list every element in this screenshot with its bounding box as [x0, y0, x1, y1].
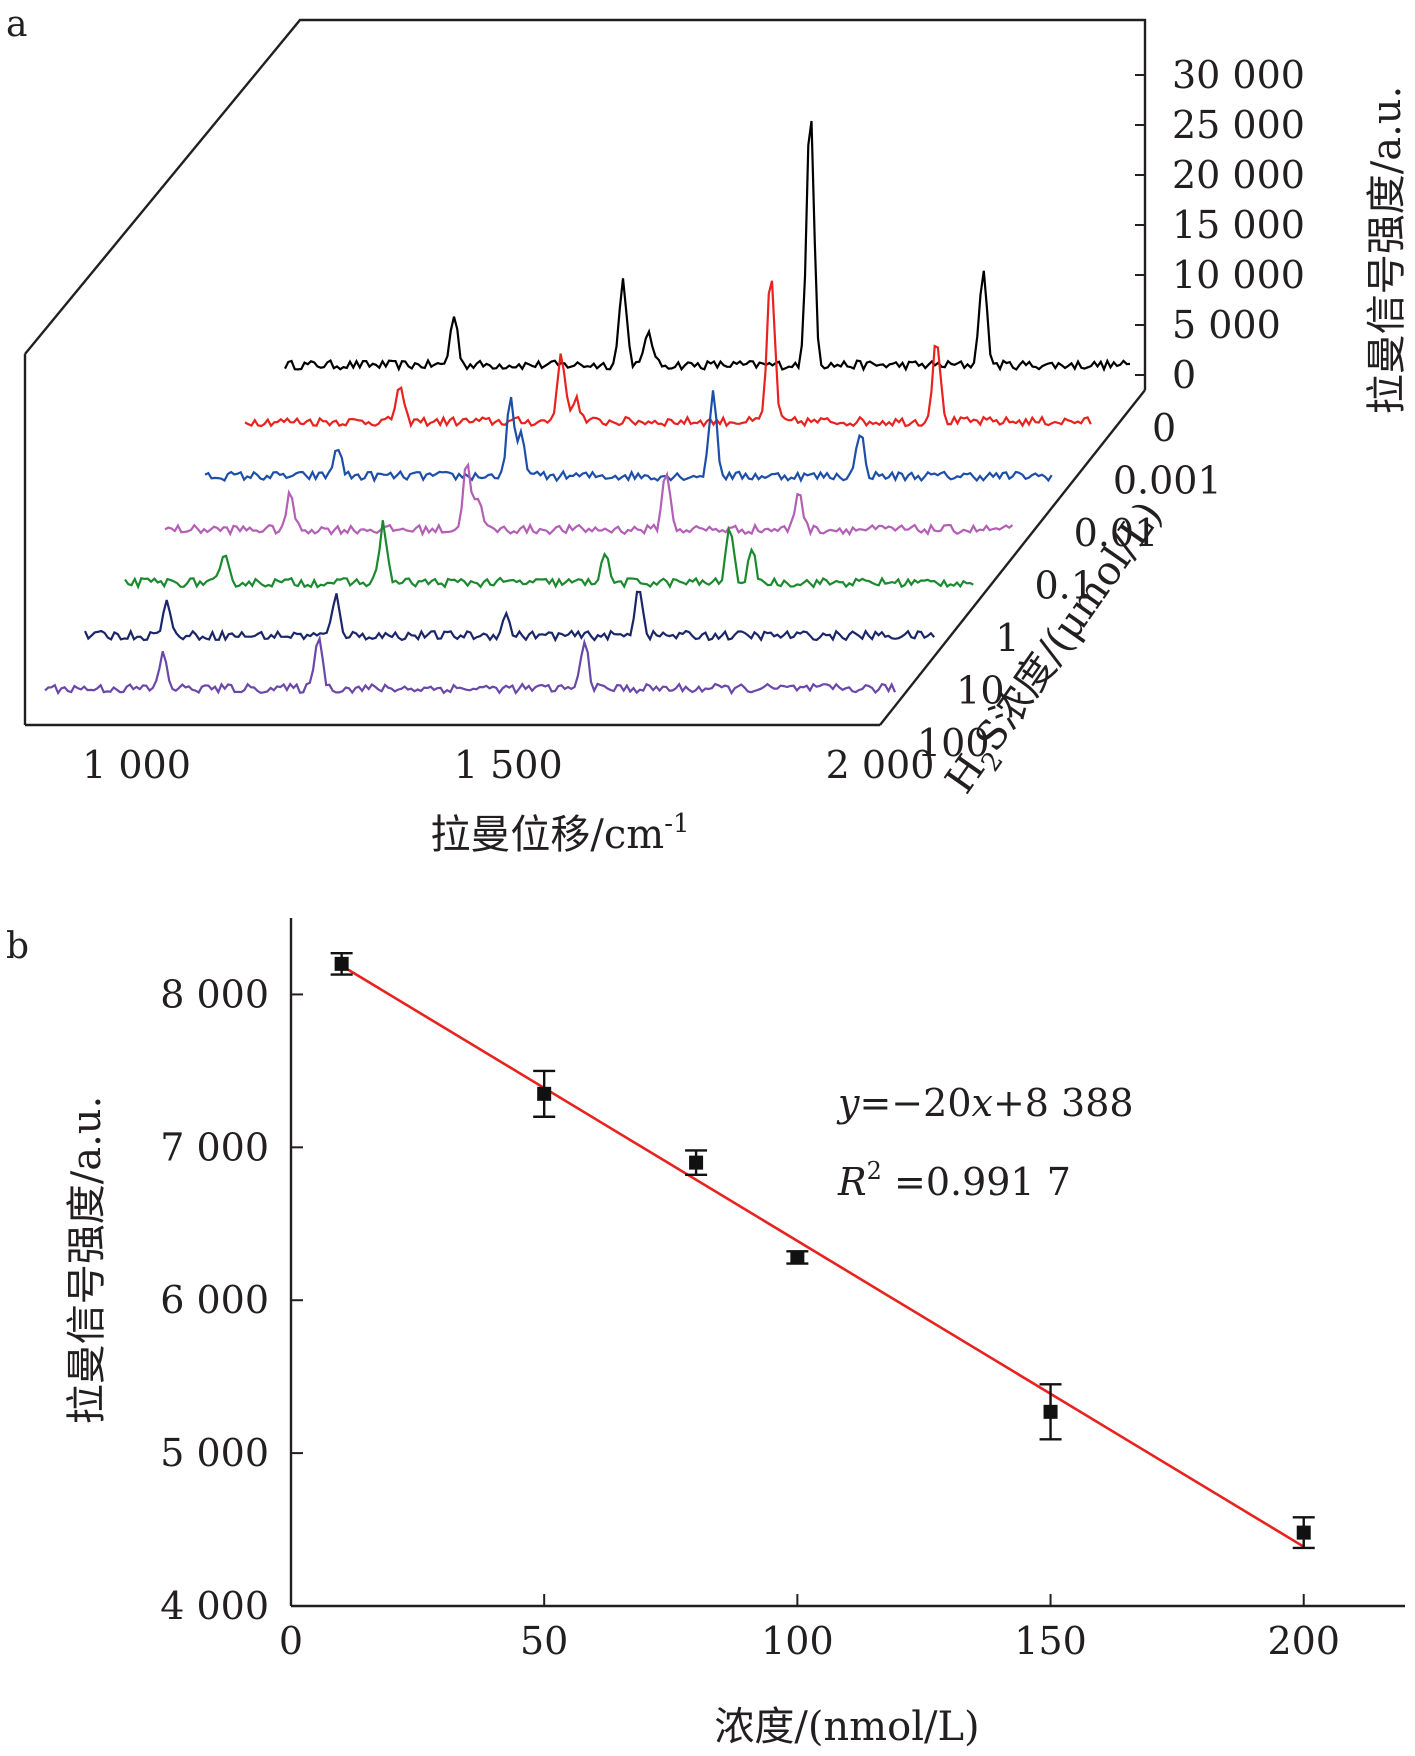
concentration-tick-label: 1 [995, 616, 1019, 660]
concentration-tick-label: 0.01 [1074, 511, 1159, 555]
b-x-tick-label: 100 [761, 1619, 834, 1663]
concentration-tick-label: 10 [956, 669, 1004, 713]
raman-tick-label: 1 500 [454, 743, 563, 787]
b-y-axis: 4 000 5 000 6 000 7 000 8 000 [160, 972, 303, 1628]
fit-line-group [340, 964, 1305, 1548]
panel-a-waterfall-chart: a 0 5 000 10 000 15 000 20 000 25 000 30 000 拉… [6, 4, 1410, 858]
concentration-tick-label: 0.1 [1035, 564, 1095, 608]
concentration-axis-label: H2S浓度/(μmol/L) [937, 493, 1178, 805]
intensity-tick-label: 10 000 [1172, 253, 1305, 297]
intensity-axis: 0 5 000 10 000 15 000 20 000 25 000 30 000 [1135, 53, 1305, 397]
b-y-tick-label: 4 000 [160, 1584, 269, 1628]
b-y-tick-label: 5 000 [160, 1431, 269, 1475]
b-x-tick-label: 150 [1014, 1619, 1087, 1663]
point-marker [1296, 1525, 1311, 1540]
intensity-tick-label: 5 000 [1172, 303, 1281, 347]
r-squared: R2 =0.991 7 [837, 1157, 1071, 1204]
panel-a-label: a [6, 4, 27, 45]
raman-tick-label: 2 000 [826, 743, 935, 787]
point-marker [689, 1155, 704, 1170]
raman-shift-axis: 1 000 1 500 2 000 [82, 743, 934, 787]
spectrum-line-0 [284, 120, 1131, 373]
raman-shift-axis-label: 拉曼位移/cm-1 [430, 809, 689, 858]
fit-equation: y=−20x+8 388 [836, 1081, 1134, 1125]
intensity-axis-label: 拉曼信号强度/a.u. [1364, 86, 1410, 415]
intensity-tick-label: 30 000 [1172, 53, 1305, 97]
b-x-axis-label: 浓度/(nmol/L) [714, 1704, 979, 1750]
raman-tick-label: 1 000 [82, 743, 191, 787]
b-y-tick-label: 8 000 [160, 972, 269, 1016]
b-y-tick-label: 7 000 [160, 1125, 269, 1169]
point-marker [334, 956, 349, 971]
data-point-1 [330, 951, 353, 976]
spectra-series-group [44, 120, 1131, 696]
spectrum-line-100 [44, 634, 897, 696]
data-point-2 [533, 1069, 556, 1118]
b-y-tick-label: 6 000 [160, 1278, 269, 1322]
concentration-tick-label: 0 [1152, 406, 1176, 450]
spectrum-line-0.1 [164, 461, 1014, 537]
spectrum-line-10 [83, 590, 936, 643]
panel-b-calibration-chart: b 4 000 5 000 6 000 7 000 8 000 0 50 100 150 200… [6, 918, 1405, 1750]
intensity-tick-label: 25 000 [1172, 103, 1305, 147]
data-points-group [330, 951, 1315, 1550]
fit-line [340, 964, 1305, 1548]
floor-right-edge [879, 389, 1146, 726]
concentration-tick-label: 0.001 [1113, 459, 1222, 503]
spectrum-line-0.001 [244, 280, 1092, 429]
point-marker [537, 1086, 552, 1101]
intensity-tick-label: 0 [1172, 353, 1196, 397]
intensity-tick-label: 15 000 [1172, 203, 1305, 247]
b-x-axis: 0 50 100 150 200 [279, 1594, 1340, 1663]
concentration-tick-label: 100 [917, 721, 990, 765]
back-wall-frame [24, 18, 1147, 390]
spectrum-line-0.01 [204, 390, 1053, 484]
b-x-tick-label: 200 [1267, 1619, 1340, 1663]
data-point-6 [1292, 1516, 1315, 1550]
b-x-tick-label: 0 [279, 1619, 303, 1663]
b-x-tick-label: 50 [520, 1619, 568, 1663]
point-marker [1043, 1404, 1058, 1419]
panel-b-label: b [6, 926, 29, 967]
spectrum-line-1 [124, 520, 974, 590]
intensity-tick-label: 20 000 [1172, 153, 1305, 197]
data-point-3 [685, 1149, 708, 1177]
point-marker [790, 1250, 805, 1265]
b-y-axis-label: 拉曼信号强度/a.u. [64, 1096, 110, 1425]
data-point-4 [786, 1250, 809, 1265]
data-point-5 [1039, 1383, 1062, 1441]
concentration-axis: 0 0.001 0.01 0.1 1 10 100 [917, 406, 1222, 765]
